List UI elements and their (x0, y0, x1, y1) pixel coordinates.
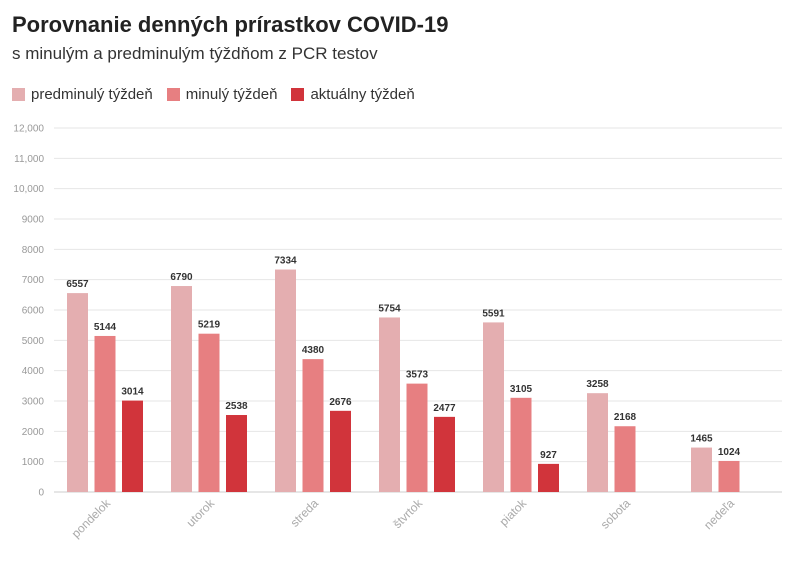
value-label-streda-series-1: 4380 (302, 345, 325, 356)
bar-piatok-series-1 (510, 397, 532, 492)
value-label-štvrtok-series-0: 5754 (378, 303, 401, 314)
x-tick-label-0: pondelok (69, 496, 114, 541)
bar-piatok-series-0 (483, 322, 504, 492)
value-label-štvrtok-series-1: 3573 (406, 370, 429, 381)
bar-streda-series-1 (302, 359, 324, 492)
x-tick-label-3: štvrtok (390, 496, 426, 532)
y-tick-label-7000: 7000 (22, 275, 45, 286)
x-tick-label-4: piatok (497, 496, 530, 529)
value-label-piatok-series-2: 927 (540, 450, 557, 461)
value-label-sobota-series-0: 3258 (586, 379, 609, 390)
value-label-piatok-series-0: 5591 (482, 308, 505, 319)
y-tick-label-6000: 6000 (22, 306, 45, 317)
bar-utorok-series-2 (226, 415, 247, 492)
bar-nedeľa-series-0 (691, 447, 712, 492)
y-tick-label-3000: 3000 (22, 397, 45, 408)
value-label-nedeľa-series-0: 1465 (690, 434, 713, 445)
value-label-pondelok-series-1: 5144 (94, 322, 117, 333)
legend-swatch-minuly (166, 88, 180, 101)
legend-label-minuly: minulý týždeň (185, 86, 278, 103)
value-label-pondelok-series-2: 3014 (121, 387, 144, 398)
y-tick-label-1000: 1000 (22, 457, 45, 468)
y-tick-label-9000: 9000 (22, 215, 45, 226)
y-tick-label-5000: 5000 (22, 336, 45, 347)
legend-label-aktualny: aktuálny týždeň (310, 86, 415, 103)
bar-pondelok-series-1 (94, 335, 116, 492)
y-tick-label-4000: 4000 (22, 366, 45, 377)
bar-utorok-series-1 (198, 333, 220, 492)
value-label-streda-series-2: 2676 (329, 397, 352, 408)
value-label-nedeľa-series-1: 1024 (718, 447, 741, 458)
bar-štvrtok-series-1 (406, 383, 428, 492)
legend-item-predminuly: predminulý týždeň (12, 86, 153, 103)
legend-swatch-aktualny (291, 88, 305, 101)
legend: predminulý týždeň minulý týždeň aktuálny… (12, 86, 429, 103)
chart-subtitle: s minulým a predminulým týždňom z PCR te… (12, 44, 378, 63)
value-label-pondelok-series-0: 6557 (66, 279, 89, 290)
bar-piatok-series-2 (538, 463, 559, 492)
bar-štvrtok-series-0 (379, 317, 400, 492)
value-label-utorok-series-2: 2538 (225, 401, 248, 412)
x-tick-label-2: streda (288, 496, 322, 530)
bar-sobota-series-1 (614, 426, 636, 492)
legend-label-predminuly: predminulý týždeň (31, 86, 153, 103)
x-tick-label-5: sobota (598, 496, 634, 532)
y-tick-label-11000: 11,000 (14, 154, 44, 165)
legend-swatch-predminuly (12, 88, 25, 101)
y-tick-label-8000: 8000 (22, 245, 45, 256)
x-tick-label-6: nedeľa (701, 496, 737, 532)
y-tick-label-2000: 2000 (22, 427, 45, 438)
bar-streda-series-0 (275, 269, 296, 492)
x-tick-label-1: utorok (184, 496, 218, 530)
y-tick-label-10000: 10,000 (13, 184, 44, 195)
legend-item-minuly: minulý týždeň (166, 86, 278, 103)
value-label-štvrtok-series-2: 2477 (433, 403, 456, 414)
chart-title: Porovnanie denných prírastkov COVID-19 (12, 12, 449, 37)
bar-pondelok-series-2 (122, 400, 143, 492)
y-tick-label-0: 0 (38, 488, 44, 499)
bar-streda-series-2 (330, 410, 351, 492)
bar-nedeľa-series-1 (718, 460, 740, 492)
bar-pondelok-series-0 (67, 293, 88, 492)
y-tick-label-12000: 12,000 (13, 124, 44, 135)
value-label-sobota-series-1: 2168 (614, 412, 637, 423)
legend-item-aktualny: aktuálny týždeň (291, 86, 415, 103)
value-label-streda-series-0: 7334 (274, 256, 297, 267)
bar-utorok-series-0 (171, 286, 192, 492)
bar-sobota-series-0 (587, 393, 608, 492)
value-label-utorok-series-1: 5219 (198, 320, 221, 331)
value-label-utorok-series-0: 6790 (170, 272, 193, 283)
bar-štvrtok-series-2 (434, 416, 455, 492)
value-label-piatok-series-1: 3105 (510, 384, 533, 395)
